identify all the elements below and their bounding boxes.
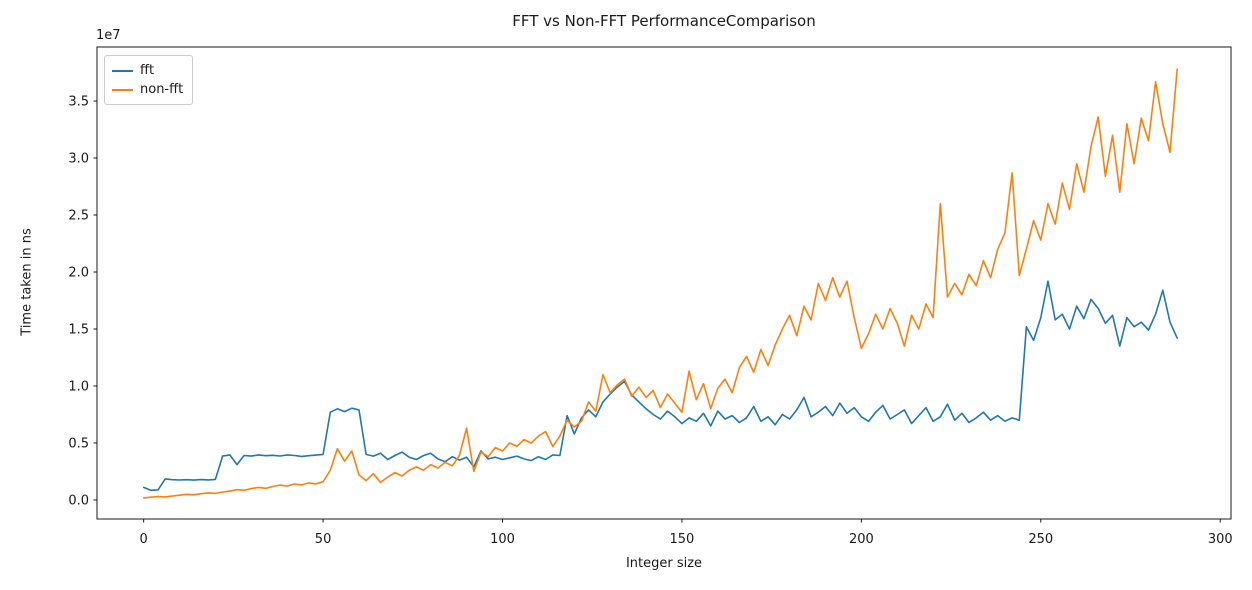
x-tick-label: 100 [490, 532, 515, 547]
y-tick-label: 1.5 [68, 322, 89, 337]
y-axis-label: Time taken in ns [19, 228, 35, 336]
y-tick-label: 2.5 [68, 209, 89, 224]
legend-label-fft: fft [140, 63, 155, 78]
axes-spines [96, 46, 1232, 520]
x-tick-label: 50 [315, 532, 332, 547]
y-tick-label: 0.5 [68, 436, 89, 451]
y-tick-label: 3.0 [68, 152, 89, 167]
chart-title: FFT vs Non-FFT PerformanceComparison [512, 12, 816, 30]
legend-line-sample-fft [112, 69, 133, 72]
non-fft-line [142, 68, 1178, 499]
x-tick-label: 0 [140, 532, 148, 547]
legend-item-fft: fft [112, 61, 183, 80]
legend: fft non-fft [104, 55, 194, 105]
legend-label-non-fft: non-fft [140, 82, 184, 97]
x-tick-label: 300 [1208, 532, 1233, 547]
y-tick-label: 2.0 [68, 266, 89, 281]
fft-line [142, 280, 1178, 492]
x-tick-label: 150 [670, 532, 695, 547]
y-tick-label: 0.0 [68, 493, 89, 508]
legend-item-non-fft: non-fft [112, 80, 183, 99]
x-tick-label: 200 [849, 532, 874, 547]
y-tick-label: 3.5 [68, 95, 89, 110]
x-axis-label: Integer size [625, 556, 703, 571]
y-tick-label: 1.0 [68, 379, 89, 394]
legend-line-sample-non-fft [112, 88, 133, 91]
x-tick-label: 250 [1028, 532, 1053, 547]
y-axis-offset-text: 1e7 [96, 28, 121, 43]
